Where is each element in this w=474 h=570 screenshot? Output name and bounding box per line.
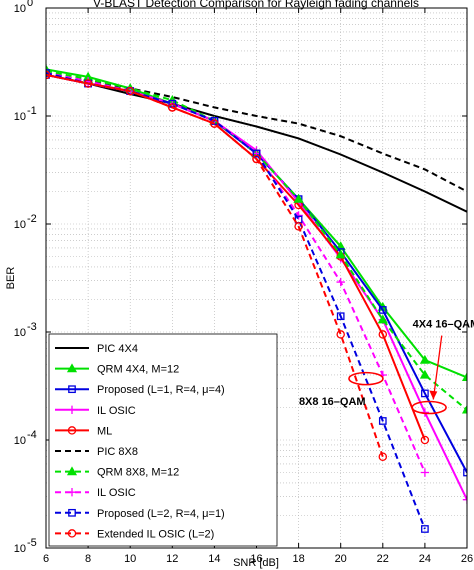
y-tick-exponent: -4 [27,429,37,441]
y-tick-exponent: -2 [27,213,37,225]
y-tick-label: 10 [14,3,26,15]
legend-marker [68,508,76,517]
data-point [419,354,430,364]
y-tick-label: 10 [14,435,26,447]
series-10 [46,70,388,461]
data-point [377,314,388,324]
legend-label: IL OSIC [97,405,136,417]
legend-label: ML [97,425,112,437]
data-point [336,277,345,287]
x-tick-label: 16 [250,553,262,565]
data-point [210,119,219,128]
legend-marker [67,529,77,538]
y-tick-exponent: -5 [27,537,37,549]
data-point [461,404,467,414]
legend-entry: QRM 8X8, M=12 [55,466,179,479]
y-tick-exponent: 0 [27,0,33,9]
y-tick-label: 10 [14,219,26,231]
legend-marker [66,363,78,373]
data-point [419,369,430,379]
y-axis-label: BER [5,267,17,290]
data-point [252,154,261,164]
annotation-arrow [432,335,443,400]
x-tick-label: 22 [377,553,389,565]
legend-label: Proposed (L=1, R=4, μ=4) [97,384,225,396]
data-point [421,525,429,533]
ellipse-4x4 [411,400,447,415]
data-point [336,330,345,339]
legend-marker [66,466,78,476]
data-point [462,495,467,504]
data-point [335,249,346,259]
y-tick-exponent: -1 [27,105,37,117]
legend-label: QRM 8X8, M=12 [97,467,179,479]
y-tick-label: 10 [14,111,26,123]
legend-label: PIC 4X4 [97,343,138,355]
data-point [421,389,429,398]
legend-entry: Proposed (L=2, R=4, μ=1) [55,508,225,520]
x-tick-label: 6 [43,553,49,565]
legend-entry: QRM 4X4, M=12 [55,363,179,376]
x-tick-label: 24 [419,553,431,565]
series-line [46,70,467,411]
legend-label: QRM 4X4, M=12 [97,364,179,376]
legend-marker [67,405,77,414]
y-tick-label: 10 [14,327,26,339]
data-point [252,149,261,158]
legend-entry: IL OSIC [55,405,136,417]
x-tick-label: 12 [166,553,178,565]
x-tick-label: 18 [292,553,304,565]
legend-entry: PIC 4X4 [55,343,138,355]
series-1 [46,73,467,213]
x-tick-label: 26 [461,553,473,565]
legend-label: PIC 8X8 [97,446,138,458]
x-tick-label: 8 [85,553,91,565]
data-point [420,435,430,445]
data-point [461,372,467,382]
annotation-label-1: 4X4 16–QAM [413,319,474,331]
legend-marker [68,385,76,394]
data-point [293,193,304,203]
annotation-arrowhead [429,390,438,400]
x-axis-label: SNR [dB] [233,557,279,569]
data-point [336,312,345,321]
data-point [378,452,388,461]
data-point [168,103,177,112]
legend-label: Extended IL OSIC (L=2) [97,528,214,540]
legend-entry: Extended IL OSIC (L=2) [55,528,214,540]
legend-marker [67,426,77,435]
series-2 [46,64,467,382]
data-point [420,468,430,477]
x-tick-label: 14 [208,553,220,565]
data-point [83,79,93,88]
data-point [378,330,388,339]
legend-entry: ML [55,425,112,437]
legend-label: IL OSIC [97,487,136,499]
y-tick-exponent: -3 [27,321,37,333]
data-point [378,306,387,314]
legend-entry: IL OSIC [55,487,136,499]
chart-title: V-BLAST Detection Comparison for Rayleig… [93,0,419,10]
y-tick-label: 10 [14,543,26,555]
annotation-label-2: 8X8 16–QAM [299,396,366,408]
data-point [294,222,303,231]
legend: PIC 4X4 QRM 4X4, M=12 Proposed (L=1, R=4, … [48,333,278,547]
annotations: 4X4 16–QAM 8X8 16–QAM [299,319,474,415]
ellipse-8x8 [348,371,384,386]
x-tick-label: 20 [335,553,347,565]
data-point [378,417,387,425]
series-layer [46,64,467,533]
series-line [46,73,467,213]
legend-entry: Proposed (L=1, R=4, μ=4) [55,384,225,396]
legend-entry: PIC 8X8 [55,446,138,458]
x-tick-label: 10 [124,553,136,565]
legend-marker [67,488,77,497]
legend-label: Proposed (L=2, R=4, μ=1) [97,508,225,520]
data-point [125,86,135,96]
